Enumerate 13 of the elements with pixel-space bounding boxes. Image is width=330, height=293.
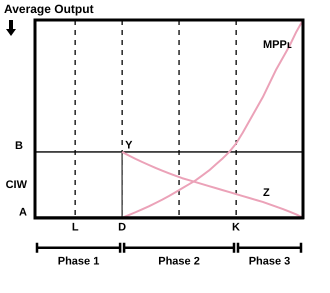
y-axis-title: Average Output (4, 2, 94, 16)
text: Phase 1 (58, 255, 100, 268)
x-tick-label: D (118, 221, 126, 234)
text: Phase 2 (158, 255, 200, 268)
x-tick-label: L (72, 221, 79, 234)
series-label: Z (263, 186, 270, 199)
text: Phase 3 (248, 255, 290, 268)
annotation: Y (125, 139, 134, 152)
x-tick-label: K (232, 221, 240, 234)
series-label: MPPʟ (263, 39, 292, 52)
text: A (19, 206, 28, 218)
text: CIW (6, 178, 28, 191)
ref-line-label: B (15, 140, 24, 152)
